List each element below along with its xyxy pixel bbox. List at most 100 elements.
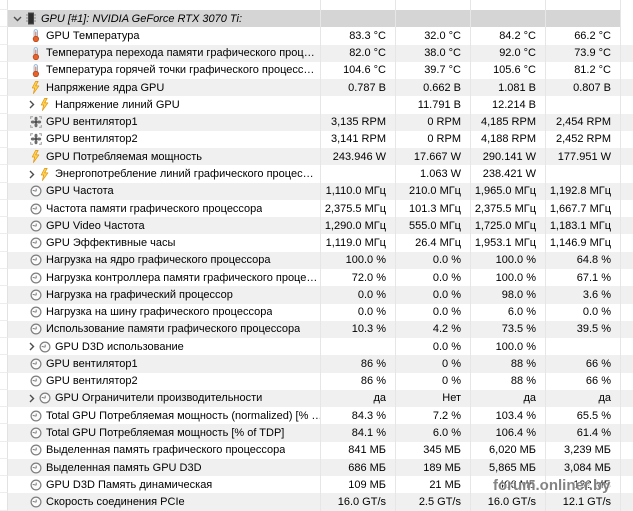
gauge-icon bbox=[29, 220, 42, 232]
sensor-label: GPU D3D использование bbox=[55, 340, 184, 353]
sensor-label: Частота памяти графического процессора bbox=[46, 202, 263, 215]
sensor-row[interactable]: GPU Температура 83.3 °C 32.0 °C 84.2 °C … bbox=[0, 27, 633, 45]
value-maximum: 406 МБ bbox=[471, 476, 546, 494]
sensor-row[interactable]: GPU вентилятор1 86 % 0 % 88 % 66 % bbox=[0, 355, 633, 373]
gauge-icon bbox=[29, 272, 42, 284]
sensor-row[interactable]: GPU Эффективные часы 1,119.0 МГц 26.4 МГ… bbox=[0, 234, 633, 252]
sensor-row[interactable]: Энергопотребление линий графического про… bbox=[0, 165, 633, 183]
value-current bbox=[321, 96, 396, 114]
sensor-row[interactable]: Нагрузка на графический процессор 0.0 % … bbox=[0, 286, 633, 304]
lightning-icon bbox=[38, 98, 51, 112]
tree-gutter bbox=[0, 61, 8, 80]
value-maximum: 1,965.0 МГц bbox=[471, 182, 546, 200]
sensor-row[interactable]: GPU вентилятор1 3,135 RPM 0 RPM 4,185 RP… bbox=[0, 113, 633, 131]
value-minimum: 101.3 МГц bbox=[396, 199, 471, 218]
value-minimum: 0 % bbox=[396, 355, 471, 373]
sensor-row[interactable]: Total GPU Потребляемая мощность (normali… bbox=[0, 407, 633, 425]
value-average: да bbox=[546, 389, 621, 408]
sensor-row[interactable]: Использование памяти графического процес… bbox=[0, 320, 633, 339]
fan-icon bbox=[29, 116, 42, 129]
sensor-rows: GPU Температура 83.3 °C 32.0 °C 84.2 °C … bbox=[0, 27, 633, 511]
value-current: 84.1 % bbox=[321, 424, 396, 442]
value-minimum: 6.0 % bbox=[396, 424, 471, 442]
sensor-row[interactable]: GPU вентилятор2 3,141 RPM 0 RPM 4,188 RP… bbox=[0, 130, 633, 149]
value-minimum: 39.7 °C bbox=[396, 61, 471, 80]
value-maximum: 290.141 W bbox=[471, 148, 546, 166]
value-current: 1,110.0 МГц bbox=[321, 182, 396, 200]
value-current: да bbox=[321, 389, 396, 408]
value-minimum: 11.791 В bbox=[396, 96, 471, 114]
chevron-right-icon[interactable] bbox=[25, 342, 38, 351]
value-average: 66 % bbox=[546, 355, 621, 373]
value-minimum: 0 % bbox=[396, 372, 471, 390]
tree-gutter bbox=[0, 424, 8, 442]
sensor-row[interactable]: Температура горячей точки графического п… bbox=[0, 61, 633, 80]
sensor-label: GPU Температура bbox=[46, 29, 140, 42]
sensor-label: Выделенная память GPU D3D bbox=[46, 461, 202, 474]
sensor-row[interactable]: Температура перехода памяти графического… bbox=[0, 44, 633, 62]
sensor-row[interactable]: Частота памяти графического процессора 2… bbox=[0, 199, 633, 218]
sensor-row[interactable]: GPU Video Частота 1,290.0 МГц 555.0 МГц … bbox=[0, 217, 633, 235]
thermometer-icon bbox=[29, 64, 42, 77]
sensor-row[interactable]: Выделенная память GPU D3D 686 МБ 189 МБ … bbox=[0, 458, 633, 477]
gpu-group-header-row[interactable]: GPU [#1]: NVIDIA GeForce RTX 3070 Ti: bbox=[0, 10, 633, 28]
gauge-icon bbox=[29, 444, 42, 456]
tree-gutter bbox=[0, 165, 8, 183]
chevron-right-icon[interactable] bbox=[25, 170, 38, 179]
sensor-row[interactable]: Нагрузка на ядро графического процессора… bbox=[0, 251, 633, 269]
sensor-row[interactable]: GPU D3D использование 0.0 % 100.0 % bbox=[0, 338, 633, 356]
gauge-icon bbox=[29, 185, 42, 197]
sensor-row[interactable]: GPU D3D Память динамическая 109 МБ 21 МБ… bbox=[0, 476, 633, 494]
value-average: 81.2 °C bbox=[546, 61, 621, 80]
value-minimum: 4.2 % bbox=[396, 320, 471, 339]
partial-top-row bbox=[0, 0, 633, 10]
value-minimum: 0.0 % bbox=[396, 286, 471, 304]
sensor-row[interactable]: Нагрузка контроллера памяти графического… bbox=[0, 268, 633, 287]
value-minimum: 189 МБ bbox=[396, 458, 471, 477]
chevron-down-icon[interactable] bbox=[11, 16, 24, 22]
sensor-row[interactable]: Напряжение ядра GPU 0.787 В 0.662 В 1.08… bbox=[0, 79, 633, 97]
thermometer-icon bbox=[29, 46, 42, 60]
value-maximum: 5,865 МБ bbox=[471, 458, 546, 477]
thermometer-icon bbox=[29, 29, 42, 43]
value-minimum: 0.0 % bbox=[396, 268, 471, 287]
tree-gutter bbox=[0, 268, 8, 287]
value-minimum: 0.662 В bbox=[396, 79, 471, 97]
chevron-right-icon[interactable] bbox=[25, 394, 38, 403]
sensor-row[interactable]: GPU вентилятор2 86 % 0 % 88 % 66 % bbox=[0, 372, 633, 390]
sensor-label: Напряжение ядра GPU bbox=[46, 81, 165, 94]
chevron-right-icon[interactable] bbox=[25, 100, 38, 109]
value-maximum: 92.0 °C bbox=[471, 44, 546, 62]
tree-gutter bbox=[0, 113, 8, 131]
sensor-label: Температура горячей точки графического п… bbox=[46, 64, 315, 77]
value-maximum: 98.0 % bbox=[471, 286, 546, 304]
sensor-row[interactable]: GPU Частота 1,110.0 МГц 210.0 МГц 1,965.… bbox=[0, 182, 633, 200]
fan-icon bbox=[29, 133, 42, 146]
sensor-row[interactable]: GPU Потребляемая мощность 243.946 W 17.6… bbox=[0, 148, 633, 166]
gpu-chip-icon bbox=[24, 12, 37, 25]
sensor-row[interactable]: Выделенная память графического процессор… bbox=[0, 441, 633, 459]
tree-gutter bbox=[0, 476, 8, 494]
value-minimum: 0.0 % bbox=[396, 338, 471, 356]
value-average: 12.1 GT/s bbox=[546, 493, 621, 511]
value-average: 3,239 МБ bbox=[546, 441, 621, 459]
sensor-row[interactable]: Напряжение линий GPU 11.791 В 12.214 В bbox=[0, 96, 633, 114]
tree-gutter bbox=[0, 355, 8, 373]
sensor-row[interactable]: Скорость соединения PCIe 16.0 GT/s 2.5 G… bbox=[0, 493, 633, 511]
tree-gutter bbox=[0, 303, 8, 321]
value-maximum: 105.6 °C bbox=[471, 61, 546, 80]
value-maximum: 100.0 % bbox=[471, 268, 546, 287]
value-average: 64.8 % bbox=[546, 251, 621, 269]
tree-gutter bbox=[0, 148, 8, 166]
sensor-row[interactable]: GPU Ограничители производительности да Н… bbox=[0, 389, 633, 408]
value-minimum: 210.0 МГц bbox=[396, 182, 471, 200]
gauge-icon bbox=[38, 341, 51, 353]
value-current: 72.0 % bbox=[321, 268, 396, 287]
value-average bbox=[546, 96, 621, 114]
value-current: 3,135 RPM bbox=[321, 113, 396, 131]
value-minimum: 17.667 W bbox=[396, 148, 471, 166]
sensor-label: GPU Эффективные часы bbox=[46, 237, 176, 250]
sensor-row[interactable]: Нагрузка на шину графического процессора… bbox=[0, 303, 633, 321]
sensor-row[interactable]: Total GPU Потребляемая мощность [% of TD… bbox=[0, 424, 633, 442]
